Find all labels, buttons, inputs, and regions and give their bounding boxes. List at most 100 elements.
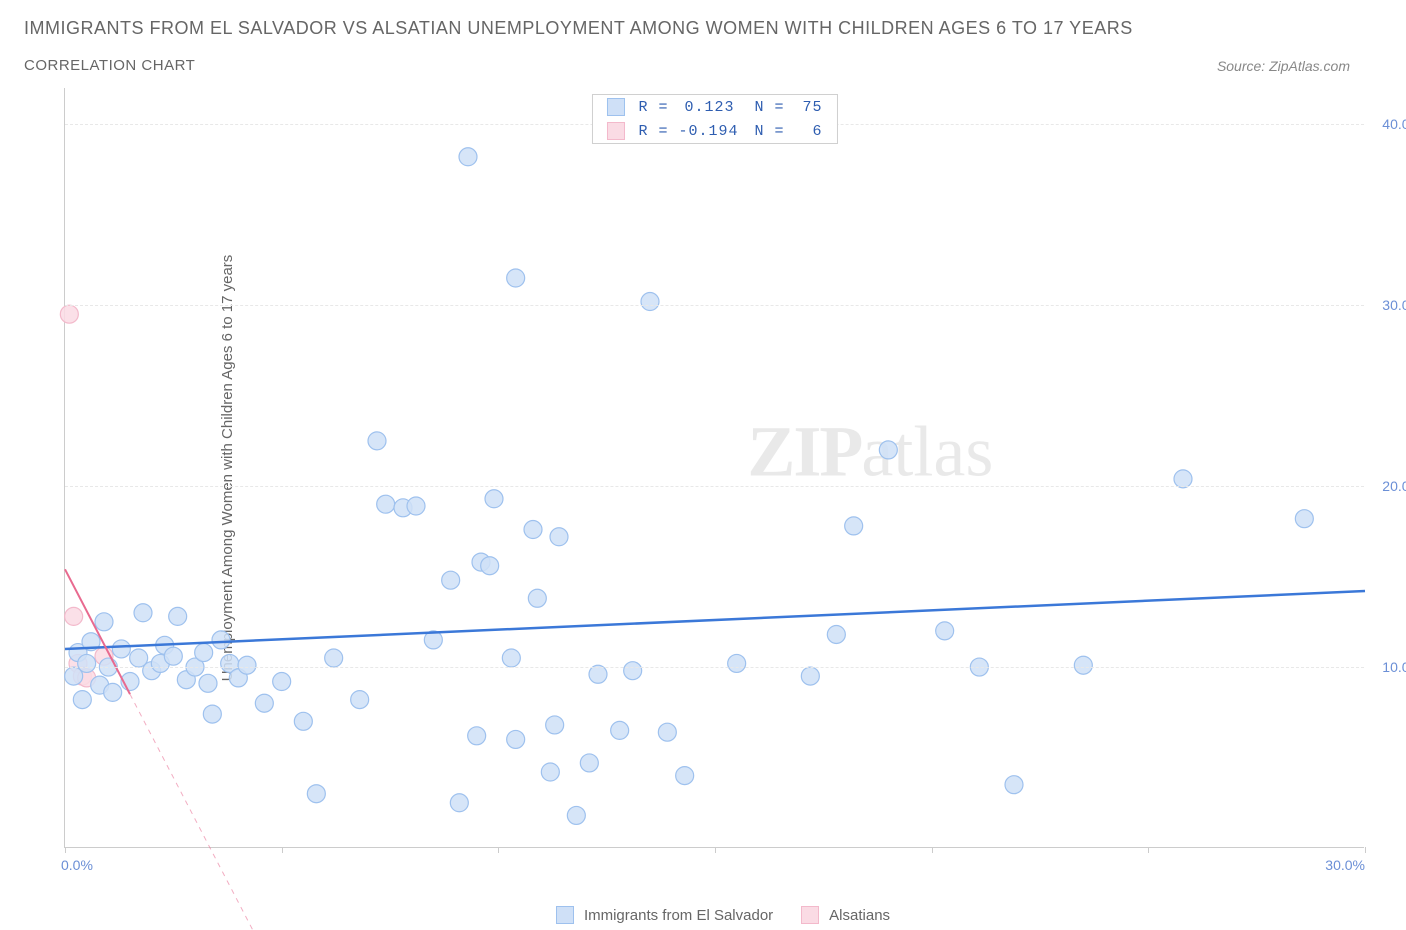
data-point bbox=[195, 644, 213, 662]
stat-n-label-a: N = bbox=[755, 99, 785, 116]
plot-svg bbox=[65, 88, 1364, 847]
data-point bbox=[546, 716, 564, 734]
data-point bbox=[528, 589, 546, 607]
chart-container: Unemployment Among Women with Children A… bbox=[24, 88, 1382, 848]
stat-n-value-a: 75 bbox=[795, 99, 823, 116]
data-point bbox=[507, 269, 525, 287]
data-point bbox=[728, 654, 746, 672]
x-tick-label: 0.0% bbox=[61, 857, 93, 873]
stat-r-value-a: 0.123 bbox=[679, 99, 735, 116]
stat-r-label-a: R = bbox=[638, 99, 668, 116]
data-point bbox=[325, 649, 343, 667]
stats-row-a: R = 0.123 N = 75 bbox=[592, 95, 836, 119]
stats-legend: R = 0.123 N = 75 R = -0.194 N = 6 bbox=[591, 94, 837, 144]
data-point bbox=[936, 622, 954, 640]
data-point bbox=[507, 730, 525, 748]
data-point bbox=[73, 691, 91, 709]
data-point bbox=[78, 654, 96, 672]
data-point bbox=[567, 806, 585, 824]
data-point bbox=[676, 767, 694, 785]
x-tick bbox=[932, 847, 933, 853]
data-point bbox=[524, 521, 542, 539]
data-point bbox=[112, 640, 130, 658]
y-tick-label: 40.0% bbox=[1372, 116, 1406, 132]
data-point bbox=[845, 517, 863, 535]
data-point bbox=[351, 691, 369, 709]
x-tick bbox=[498, 847, 499, 853]
data-point bbox=[580, 754, 598, 772]
data-point bbox=[104, 683, 122, 701]
source-label: Source: ZipAtlas.com bbox=[1217, 58, 1382, 74]
data-point bbox=[65, 607, 83, 625]
x-tick-label: 30.0% bbox=[1325, 857, 1365, 873]
data-point bbox=[641, 293, 659, 311]
legend-item-a: Immigrants from El Salvador bbox=[556, 906, 773, 924]
page-subtitle: CORRELATION CHART bbox=[24, 57, 195, 74]
data-point bbox=[212, 631, 230, 649]
data-point bbox=[307, 785, 325, 803]
x-tick bbox=[1365, 847, 1366, 853]
data-point bbox=[879, 441, 897, 459]
swatch-series-a bbox=[606, 98, 624, 116]
data-point bbox=[468, 727, 486, 745]
data-point bbox=[550, 528, 568, 546]
plot-area: ZIPatlas R = 0.123 N = 75 R = -0.194 N =… bbox=[64, 88, 1364, 848]
data-point bbox=[624, 662, 642, 680]
data-point bbox=[801, 667, 819, 685]
data-point bbox=[485, 490, 503, 508]
data-point bbox=[407, 497, 425, 515]
trend-line-a bbox=[65, 591, 1365, 649]
stats-row-b: R = -0.194 N = 6 bbox=[592, 119, 836, 143]
data-point bbox=[169, 607, 187, 625]
legend-label-b: Alsatians bbox=[829, 907, 890, 924]
gridline bbox=[65, 486, 1364, 487]
data-point bbox=[1005, 776, 1023, 794]
data-point bbox=[60, 305, 78, 323]
x-tick bbox=[1148, 847, 1149, 853]
data-point bbox=[199, 674, 217, 692]
data-point bbox=[481, 557, 499, 575]
trend-line-b-ext bbox=[130, 694, 282, 930]
stat-r-value-b: -0.194 bbox=[679, 123, 735, 140]
data-point bbox=[164, 647, 182, 665]
header-subrow: CORRELATION CHART Source: ZipAtlas.com bbox=[24, 57, 1382, 74]
legend-swatch-b bbox=[801, 906, 819, 924]
x-tick bbox=[715, 847, 716, 853]
data-point bbox=[459, 148, 477, 166]
header: IMMIGRANTS FROM EL SALVADOR VS ALSATIAN … bbox=[0, 0, 1406, 74]
data-point bbox=[450, 794, 468, 812]
data-point bbox=[502, 649, 520, 667]
legend-label-a: Immigrants from El Salvador bbox=[584, 907, 773, 924]
data-point bbox=[95, 613, 113, 631]
x-tick bbox=[65, 847, 66, 853]
data-point bbox=[368, 432, 386, 450]
data-point bbox=[827, 625, 845, 643]
legend-item-b: Alsatians bbox=[801, 906, 890, 924]
gridline bbox=[65, 667, 1364, 668]
swatch-series-b bbox=[606, 122, 624, 140]
legend-swatch-a bbox=[556, 906, 574, 924]
y-tick-label: 30.0% bbox=[1372, 297, 1406, 313]
x-tick bbox=[282, 847, 283, 853]
data-point bbox=[442, 571, 460, 589]
page-title: IMMIGRANTS FROM EL SALVADOR VS ALSATIAN … bbox=[24, 18, 1382, 39]
stat-r-label-b: R = bbox=[638, 123, 668, 140]
y-tick-label: 10.0% bbox=[1372, 659, 1406, 675]
data-point bbox=[541, 763, 559, 781]
stat-n-label-b: N = bbox=[755, 123, 785, 140]
y-tick-label: 20.0% bbox=[1372, 478, 1406, 494]
stat-n-value-b: 6 bbox=[795, 123, 823, 140]
data-point bbox=[273, 673, 291, 691]
bottom-legend: Immigrants from El Salvador Alsatians bbox=[64, 906, 1382, 924]
data-point bbox=[238, 656, 256, 674]
gridline bbox=[65, 305, 1364, 306]
data-point bbox=[658, 723, 676, 741]
data-point bbox=[1074, 656, 1092, 674]
data-point bbox=[1295, 510, 1313, 528]
data-point bbox=[377, 495, 395, 513]
data-point bbox=[255, 694, 273, 712]
data-point bbox=[294, 712, 312, 730]
data-point bbox=[134, 604, 152, 622]
data-point bbox=[611, 721, 629, 739]
data-point bbox=[203, 705, 221, 723]
